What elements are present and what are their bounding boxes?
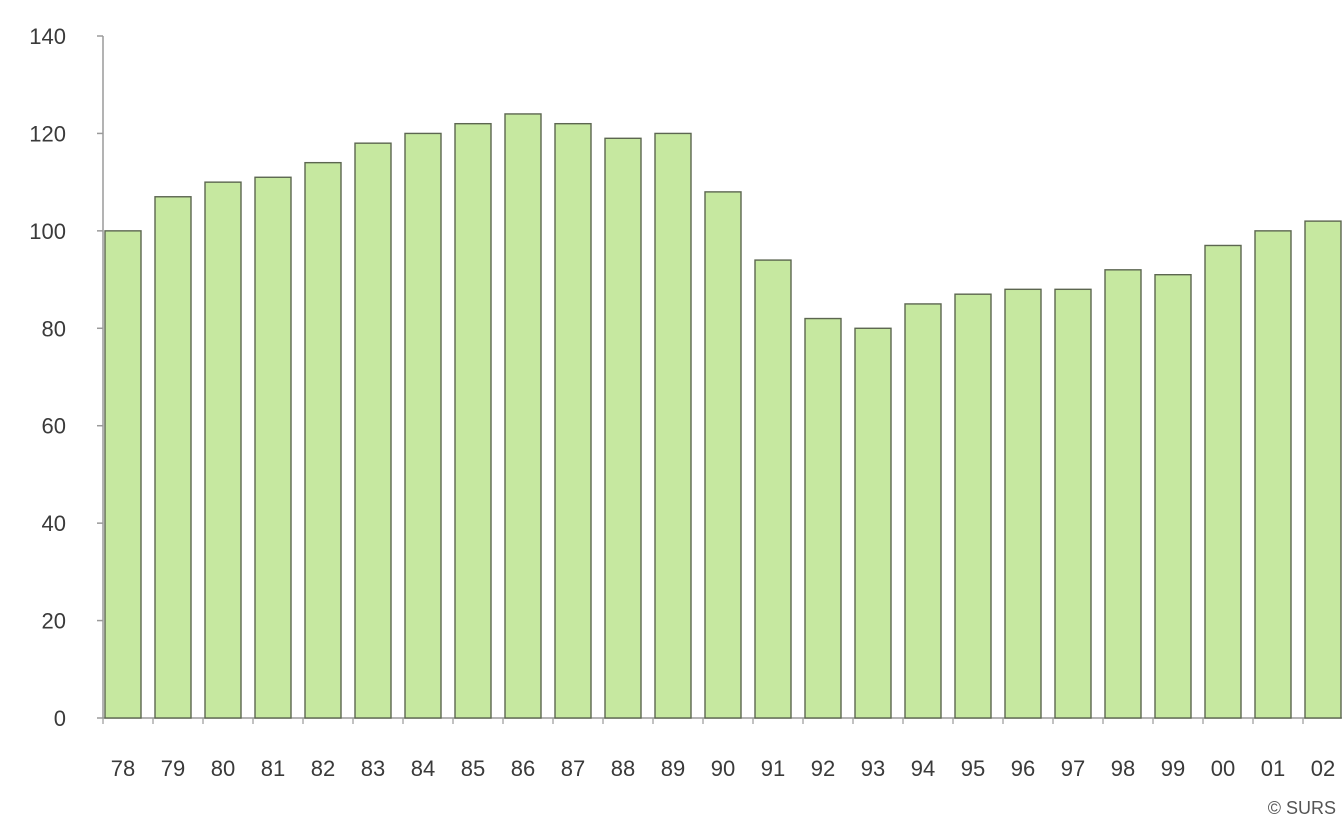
y-tick-label: 60 xyxy=(42,414,66,439)
bar-86 xyxy=(504,113,542,719)
x-tick-label: 83 xyxy=(361,756,385,781)
x-tick-label: 78 xyxy=(111,756,135,781)
x-tick-label: 88 xyxy=(611,756,635,781)
x-tick-label: 98 xyxy=(1111,756,1135,781)
x-tick-label: 94 xyxy=(911,756,935,781)
x-tick-label: 84 xyxy=(411,756,435,781)
x-tick-label: 79 xyxy=(161,756,185,781)
bar-01 xyxy=(1254,230,1292,719)
bar-85 xyxy=(454,122,492,719)
bar-97 xyxy=(1054,288,1092,719)
x-tick-label: 89 xyxy=(661,756,685,781)
y-tick-label: 120 xyxy=(29,121,66,146)
x-tick-label: 99 xyxy=(1161,756,1185,781)
x-tick-label: 96 xyxy=(1011,756,1035,781)
bar-83 xyxy=(354,142,392,719)
y-tick-label: 40 xyxy=(42,511,66,536)
bar-80 xyxy=(204,181,242,719)
y-axis: 0 20 40 60 80 100 120 140 xyxy=(29,24,104,731)
x-tick-label: 92 xyxy=(811,756,835,781)
bar-81 xyxy=(254,176,292,719)
x-tick-label: 93 xyxy=(861,756,885,781)
x-tick-label: 82 xyxy=(311,756,335,781)
bar-96 xyxy=(1004,288,1042,719)
bar-99 xyxy=(1154,274,1192,719)
bar-98 xyxy=(1104,269,1142,719)
x-tick-label: 90 xyxy=(711,756,735,781)
bar-78 xyxy=(104,230,142,719)
bar-93 xyxy=(854,327,892,719)
bar-88 xyxy=(604,137,642,719)
bar-79 xyxy=(154,196,192,719)
x-tick-label: 00 xyxy=(1211,756,1235,781)
x-tick-label: 87 xyxy=(561,756,585,781)
y-tick-label: 20 xyxy=(42,609,66,634)
bars xyxy=(104,113,1342,719)
y-tick-label: 80 xyxy=(42,316,66,341)
x-tick-label: 95 xyxy=(961,756,985,781)
x-tick-label: 97 xyxy=(1061,756,1085,781)
x-tick-label: 91 xyxy=(761,756,785,781)
y-tick-label: 140 xyxy=(29,24,66,49)
bar-95 xyxy=(954,293,992,719)
x-tick-label: 81 xyxy=(261,756,285,781)
x-tick-label: 80 xyxy=(211,756,235,781)
y-tick-label: 100 xyxy=(29,219,66,244)
y-tick-label: 0 xyxy=(54,706,66,731)
x-axis: 78 79 80 81 82 83 84 85 86 87 88 89 90 91 92 93 94 95 96 97… xyxy=(102,717,1342,781)
x-tick-label: 01 xyxy=(1261,756,1285,781)
bar-00 xyxy=(1204,244,1242,719)
bar-94 xyxy=(904,303,942,719)
source-label: © SURS xyxy=(1268,798,1336,818)
x-tick-label: 86 xyxy=(511,756,535,781)
bar-87 xyxy=(554,122,592,719)
bar-84 xyxy=(404,132,442,719)
bar-02 xyxy=(1304,220,1342,719)
bar-91 xyxy=(754,259,792,719)
bar-90 xyxy=(704,191,742,719)
x-tick-label: 85 xyxy=(461,756,485,781)
bar-82 xyxy=(304,161,342,719)
bar-92 xyxy=(804,317,842,719)
bar-89 xyxy=(654,132,692,719)
x-tick-label: 02 xyxy=(1311,756,1335,781)
